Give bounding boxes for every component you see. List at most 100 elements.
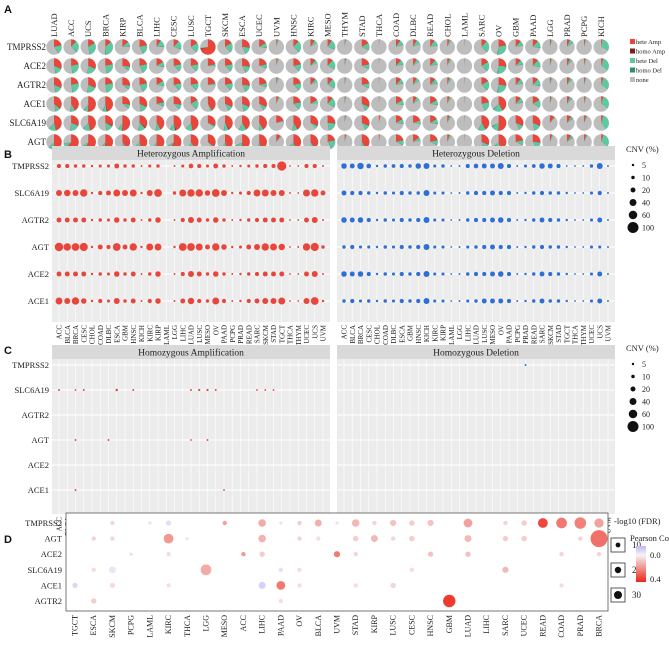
x-tick-sarc: SARC [539, 325, 547, 344]
point-amp-slc6a19-esca [113, 189, 121, 197]
pie-slice-hete-amp [378, 134, 380, 142]
point-del-ace1-lgg [458, 300, 461, 302]
pie-ace2-brca [97, 58, 114, 74]
x-tick-chol: CHOL [374, 325, 382, 344]
pie-slice-homo-amp [54, 44, 62, 47]
pie-slice-hete-amp [122, 39, 128, 47]
pie-slice-homo-del [259, 85, 267, 88]
point-del-agtr2-laml [450, 219, 453, 221]
pie-slc6a19-lgg [542, 115, 558, 131]
pie-slice-homo-del [139, 47, 144, 54]
x-tick-brca: BRCA [357, 325, 365, 344]
pie-slice-hete-amp [447, 134, 450, 142]
pie-tmprss2-tgct [200, 39, 216, 55]
x-tick-skcm-2: SKCM [108, 615, 117, 638]
point-agtr2-esca [91, 598, 97, 604]
pie-slice-hete-del [532, 60, 541, 67]
point-amp-slc6a19-chol [90, 191, 94, 195]
pie-slice-homo-del [242, 104, 245, 112]
point-ace1-stad [353, 583, 358, 588]
pie-slice-hete-del [139, 104, 147, 112]
pie-slice-homo-amp [430, 118, 437, 123]
pie-slice-hete-amp [601, 96, 604, 104]
point-amp-ace1-esca [113, 297, 120, 305]
pie-slice-homo-amp [139, 63, 147, 66]
pie-slice-hete-del [276, 135, 282, 142]
panel-label-b: B [4, 149, 12, 161]
pie-slice-hete-del [344, 77, 347, 85]
pie-agt-coad [388, 134, 404, 150]
point-amp-ace1-uvm [321, 299, 325, 303]
point-del-agtr2-coad [383, 218, 387, 222]
pie-slice-hete-amp [310, 96, 317, 104]
size-legend-label-60: 60 [642, 211, 650, 220]
point-agt-kirc [163, 533, 174, 544]
pie-slice-homo-amp [207, 123, 216, 126]
pie-slice-homo-amp [173, 40, 179, 47]
pie-slice-homo-del [81, 142, 89, 147]
pie-slice-homo-del [122, 85, 129, 90]
pie-slc6a19-sarc [473, 115, 490, 131]
point-ace2-stad [353, 552, 358, 557]
pie-tmprss2-ucs [80, 39, 96, 55]
panel-label-c: C [4, 345, 12, 357]
pie-slice-homo-del [293, 47, 300, 53]
point-del-tmprss2-sarc [539, 163, 545, 169]
pie-slice-homo-amp [361, 123, 370, 126]
size-legend-title: CNV (%) [626, 343, 659, 353]
pie-slice-homo-amp [259, 104, 267, 107]
pie-agtr2-ucs [80, 77, 96, 93]
legend-swatch-homo-del [630, 67, 635, 73]
point-amp-tmprss2-coad [98, 164, 102, 168]
point-del-slc6a19-blca [350, 190, 355, 196]
pie-agtr2-thca [371, 77, 387, 93]
point-amp-slc6a19-meso [204, 190, 211, 196]
point-homo-amp-ace1-paad [223, 489, 225, 491]
point-del-ace1-hnsc [416, 298, 421, 304]
pie-ace1-coad [388, 96, 404, 112]
point-ace1-tgct [72, 582, 78, 589]
pie-slice-hete-del [447, 39, 452, 47]
pie-slice-homo-del [238, 123, 243, 131]
facet-strip-heterozygous-amplification [52, 146, 330, 160]
point-del-ace2-paad [506, 271, 512, 277]
pie-slice-hete-amp [293, 58, 301, 66]
pie-slc6a19-ov [490, 115, 507, 131]
point-amp-agtr2-lgg [173, 219, 176, 221]
point-homo-amp-slc6a19-hnsc [132, 389, 135, 391]
x-tick-skcm: SKCM [547, 324, 555, 345]
pie-slice-hete-del [413, 120, 421, 125]
point-del-agtr2-acc [341, 217, 347, 223]
point-del-agt-thym [582, 246, 585, 248]
point-del-ace1-chol [375, 299, 379, 303]
point-amp-ace2-esca [114, 271, 120, 277]
pie-slice-hete-del [464, 134, 466, 142]
pie-slice-hete-amp [105, 96, 113, 112]
x-tick-dlbc: DLBC [390, 325, 398, 344]
pie-slice-hete-del [70, 104, 76, 112]
pie-slice-hete-amp [498, 115, 507, 131]
point-del-tmprss2-brca [357, 162, 364, 170]
pie-slice-homo-del [71, 85, 74, 93]
pie-col-label-ucec: UCEC [254, 14, 264, 37]
pie-slice-hete-amp [293, 134, 302, 150]
pie-slice-homo-amp [515, 78, 521, 85]
pie-ace1-read [422, 96, 438, 112]
pie-slice-none [456, 96, 473, 112]
pie-slice-homo-amp [567, 96, 570, 104]
pie-slice-hete-del [242, 85, 250, 92]
point-del-agt-laml [450, 246, 453, 248]
pie-slice-hete-amp [327, 39, 332, 47]
pie-ace1-esca [234, 96, 250, 112]
pie-agtr2-kich [593, 77, 609, 93]
point-amp-slc6a19-lihc [179, 189, 187, 197]
pie-row-label-slc6a19: SLC6A19 [9, 118, 46, 128]
pie-slice-hete-del [378, 134, 381, 142]
point-del-agtr2-thca [574, 219, 576, 221]
pie-slice-homo-amp [327, 97, 333, 104]
pie-slice-homo-del [139, 66, 144, 73]
y-tick-ace2: ACE2 [28, 269, 49, 279]
panel-label-a: A [4, 4, 12, 16]
size-legend-dot-100 [627, 222, 639, 233]
